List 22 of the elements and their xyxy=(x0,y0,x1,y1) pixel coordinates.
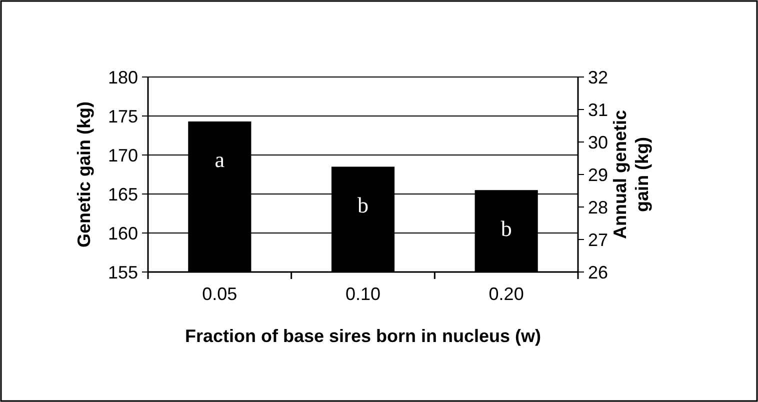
y-tick-label: 170 xyxy=(108,145,138,166)
y-tick-label: 155 xyxy=(108,262,138,282)
y2-tick-label: 31 xyxy=(588,100,608,120)
y2-tick-label: 28 xyxy=(588,197,608,218)
y2-tick-label: 32 xyxy=(588,67,608,88)
x-tick-label: 0.10 xyxy=(345,284,381,304)
y-tick-label: 160 xyxy=(108,223,138,244)
y-tick-label: 180 xyxy=(108,67,138,88)
y-tick-label: 175 xyxy=(108,106,138,126)
y2-tick-label: 26 xyxy=(588,262,608,282)
y2-tick-label: 27 xyxy=(588,230,608,250)
x-tick-label: 0.20 xyxy=(488,284,524,304)
y2-axis-title: Annual genetic gain (kg) xyxy=(610,110,652,240)
x-tick-label: 0.05 xyxy=(202,284,238,304)
annotation: b xyxy=(358,192,368,218)
y-tick-label: 165 xyxy=(108,184,138,204)
y-axis-title: Genetic gain (kg) xyxy=(74,101,94,248)
x-axis-title: Fraction of base sires born in nucleus (w) xyxy=(184,326,542,346)
y2-tick-label: 29 xyxy=(588,164,608,185)
annotation: b xyxy=(500,216,512,241)
y2-tick-label: 30 xyxy=(588,132,608,152)
annotation: a xyxy=(214,147,225,172)
